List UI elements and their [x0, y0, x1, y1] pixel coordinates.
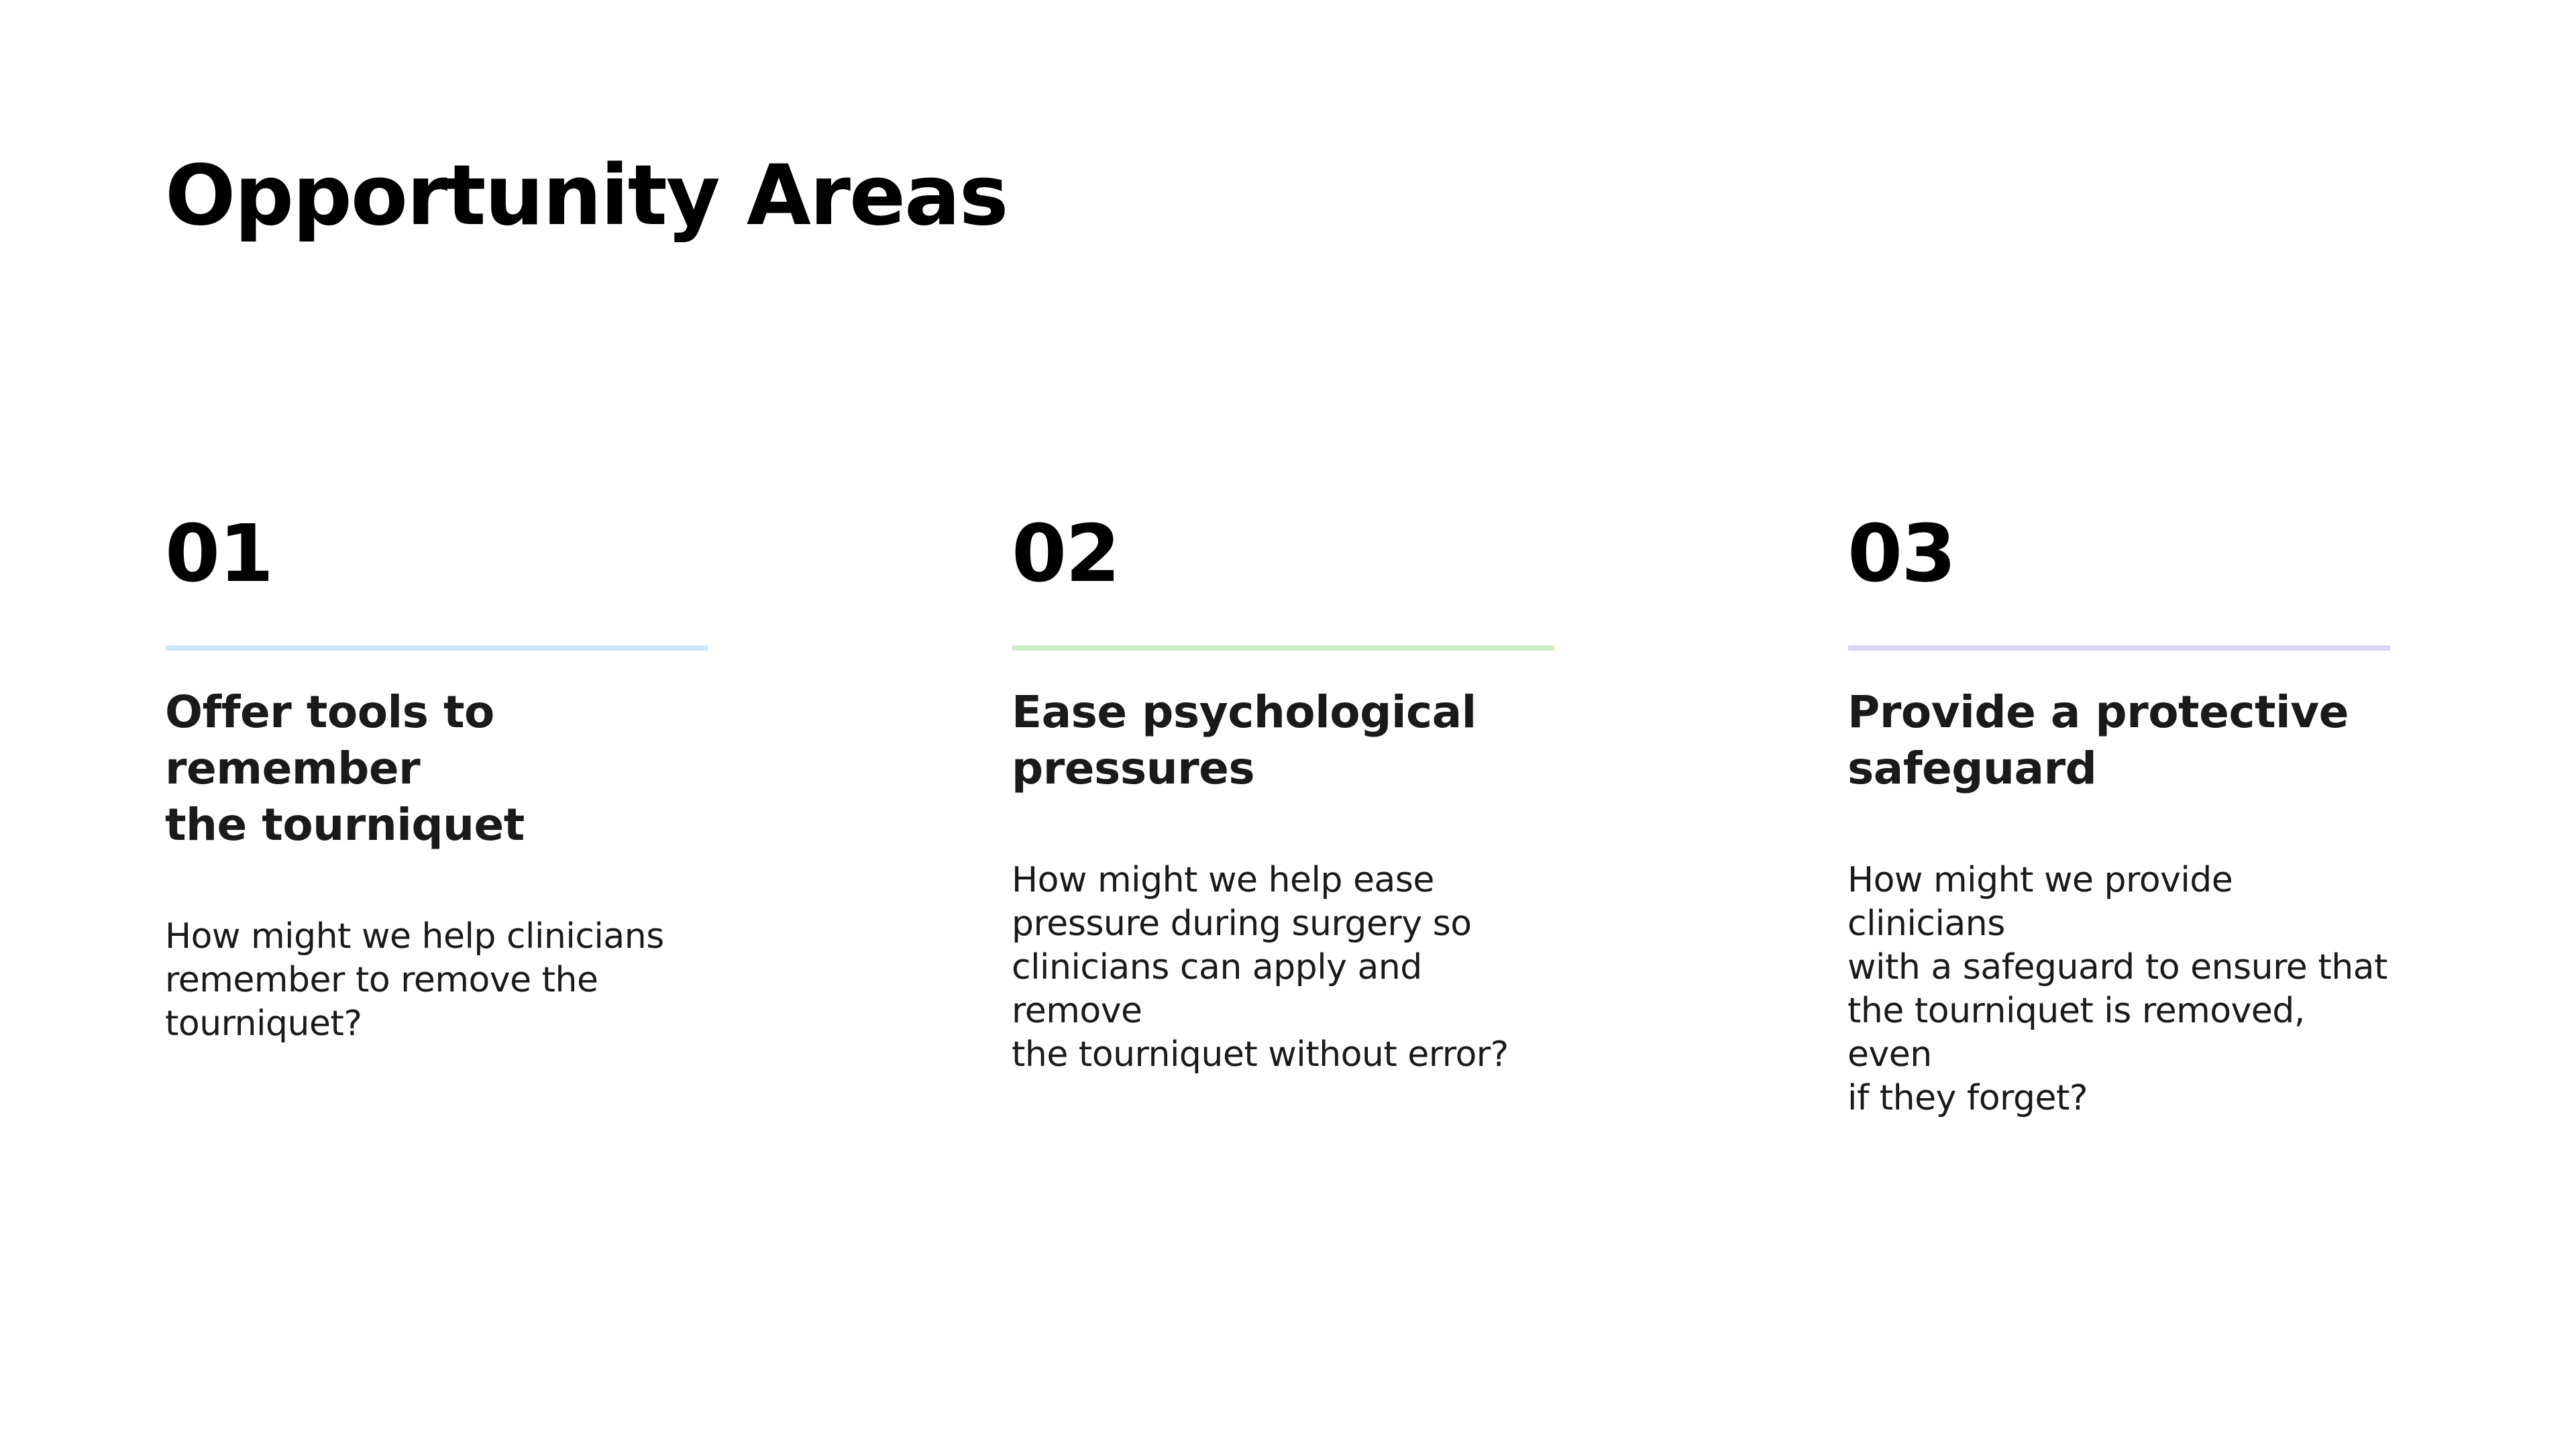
card-description-line: the tourniquet is removed, even [1847, 991, 2305, 1075]
card-accent-rule [1847, 645, 2391, 651]
card-description: How might we help clinicians remember to… [165, 915, 708, 1046]
card-description-line: How might we provide clinicians [1847, 860, 2233, 944]
card-heading-line: safeguard [1847, 743, 2097, 794]
card-description-line: How might we help ease [1012, 860, 1434, 900]
card-heading-line: the tourniquet [165, 799, 525, 851]
card-heading-line: Ease psychological [1012, 686, 1477, 738]
card-heading: Provide a protective safeguard [1847, 684, 2391, 797]
card-number: 01 [165, 507, 274, 600]
card-description-line: remember to remove the [165, 960, 598, 1000]
card-description-line: the tourniquet without error? [1012, 1034, 1509, 1075]
card-description-line: with a safeguard to ensure that [1847, 947, 2387, 987]
card-number: 03 [1847, 507, 1956, 600]
card-accent-rule [1012, 645, 1555, 651]
card-description-line: clinicians can apply and remove [1012, 947, 1422, 1031]
card-description-line: pressure during surgery so [1012, 904, 1472, 944]
card-number: 02 [1012, 507, 1120, 600]
card-description: How might we help ease pressure during s… [1012, 859, 1555, 1077]
opportunity-card-2: 02 Ease psychological pressures How migh… [1012, 496, 1555, 1077]
opportunity-card-1: 01 Offer tools to remember the tournique… [165, 496, 708, 1046]
opportunity-card-3: 03 Provide a protective safeguard How mi… [1847, 496, 2391, 1120]
card-heading-line: Provide a protective [1847, 686, 2349, 738]
page-title: Opportunity Areas [165, 148, 1009, 244]
card-heading-line: Offer tools to remember [165, 686, 494, 794]
card-heading: Ease psychological pressures [1012, 684, 1555, 797]
card-heading: Offer tools to remember the tourniquet [165, 684, 708, 853]
card-description-line: if they forget? [1847, 1078, 2088, 1118]
card-heading-line: pressures [1012, 743, 1255, 794]
card-description: How might we provide clinicians with a s… [1847, 859, 2391, 1120]
card-description-line: How might we help clinicians [165, 916, 664, 957]
card-description-line: tourniquet? [165, 1004, 362, 1044]
card-accent-rule [165, 645, 708, 651]
